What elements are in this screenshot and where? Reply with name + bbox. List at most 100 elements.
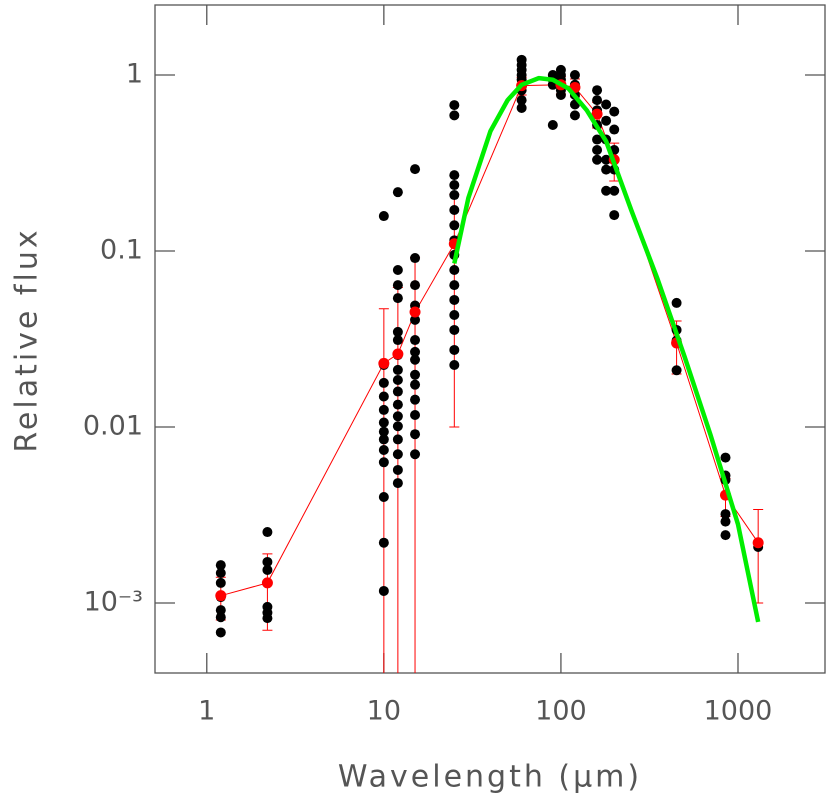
mean-point <box>392 348 404 360</box>
data-point <box>215 627 226 638</box>
data-point <box>378 426 389 437</box>
mean-point <box>752 537 764 549</box>
data-point <box>601 115 612 126</box>
data-point <box>410 369 421 380</box>
data-point <box>378 585 389 596</box>
data-point <box>671 297 682 308</box>
data-point <box>410 346 421 357</box>
data-point <box>392 421 403 432</box>
y-tick-label: 10⁻³ <box>84 586 143 617</box>
data-point <box>609 106 620 117</box>
model-curve <box>452 75 761 623</box>
data-point <box>262 613 273 624</box>
data-point <box>262 527 273 538</box>
data-point <box>410 354 421 365</box>
data-point <box>392 335 403 346</box>
data-point <box>392 386 403 397</box>
data-point <box>392 280 403 291</box>
data-point <box>378 404 389 415</box>
data-point <box>262 556 273 567</box>
data-point <box>392 293 403 304</box>
data-point <box>449 100 460 111</box>
data-point <box>392 411 403 422</box>
data-point <box>449 220 460 231</box>
data-point <box>592 134 603 145</box>
data-point <box>449 294 460 305</box>
data-point <box>569 110 580 121</box>
data-point <box>592 85 603 96</box>
data-point <box>378 391 389 402</box>
data-point <box>392 187 403 198</box>
data-point <box>609 124 620 135</box>
data-point <box>215 560 226 571</box>
x-tick-label: 1000 <box>704 696 773 727</box>
data-point <box>601 154 612 165</box>
data-point <box>378 537 389 548</box>
data-point <box>547 120 558 131</box>
mean-point <box>409 306 421 318</box>
y-axis-label: Relative flux <box>10 227 45 452</box>
y-tick-label: 0.01 <box>83 410 143 441</box>
data-point <box>392 449 403 460</box>
data-point <box>410 429 421 440</box>
data-point <box>392 374 403 385</box>
mean-point <box>591 108 603 120</box>
data-point <box>378 492 389 503</box>
data-point <box>410 164 421 175</box>
data-point <box>601 164 612 175</box>
data-point <box>671 365 682 376</box>
data-point <box>720 509 731 520</box>
data-point <box>378 417 389 428</box>
data-point <box>449 110 460 121</box>
x-axis-label: Wavelength (μm) <box>338 760 642 795</box>
data-point <box>720 530 731 541</box>
data-point <box>569 70 580 81</box>
data-point <box>392 434 403 445</box>
data-point <box>449 170 460 181</box>
data-point <box>449 344 460 355</box>
data-point <box>378 457 389 468</box>
data-point <box>592 154 603 165</box>
plot-frame <box>154 4 826 674</box>
y-tick-label: 1 <box>126 59 143 90</box>
data-point <box>449 280 460 291</box>
data-point <box>601 99 612 110</box>
data-point <box>410 253 421 264</box>
data-point <box>449 205 460 216</box>
data-point <box>392 399 403 410</box>
data-point <box>449 264 460 275</box>
data-point <box>609 210 620 221</box>
error-bar <box>753 508 764 604</box>
data-point <box>215 577 226 588</box>
data-point <box>410 449 421 460</box>
data-point <box>215 568 226 579</box>
data-point <box>215 605 226 616</box>
data-point <box>449 309 460 320</box>
data-point <box>592 95 603 106</box>
data-point <box>378 377 389 388</box>
data-point <box>516 102 527 113</box>
x-tick-label: 100 <box>535 696 587 727</box>
data-point <box>262 564 273 575</box>
data-point <box>392 464 403 475</box>
data-point <box>720 516 731 527</box>
data-point <box>449 180 460 191</box>
x-tick-label: 10 <box>367 696 401 727</box>
mean-point <box>261 577 273 589</box>
data-point <box>410 335 421 346</box>
data-point <box>720 452 731 463</box>
x-tick-label: 1 <box>198 696 215 727</box>
mean-point <box>215 590 227 602</box>
data-point <box>392 364 403 375</box>
data-point <box>410 314 421 325</box>
data-point <box>215 612 226 623</box>
y-tick-label: 0.1 <box>100 235 143 266</box>
data-point <box>410 409 421 420</box>
data-point <box>392 326 403 337</box>
mean-point <box>378 357 390 369</box>
data-point <box>592 144 603 155</box>
data-point <box>392 478 403 489</box>
data-point <box>378 211 389 222</box>
data-point <box>449 324 460 335</box>
